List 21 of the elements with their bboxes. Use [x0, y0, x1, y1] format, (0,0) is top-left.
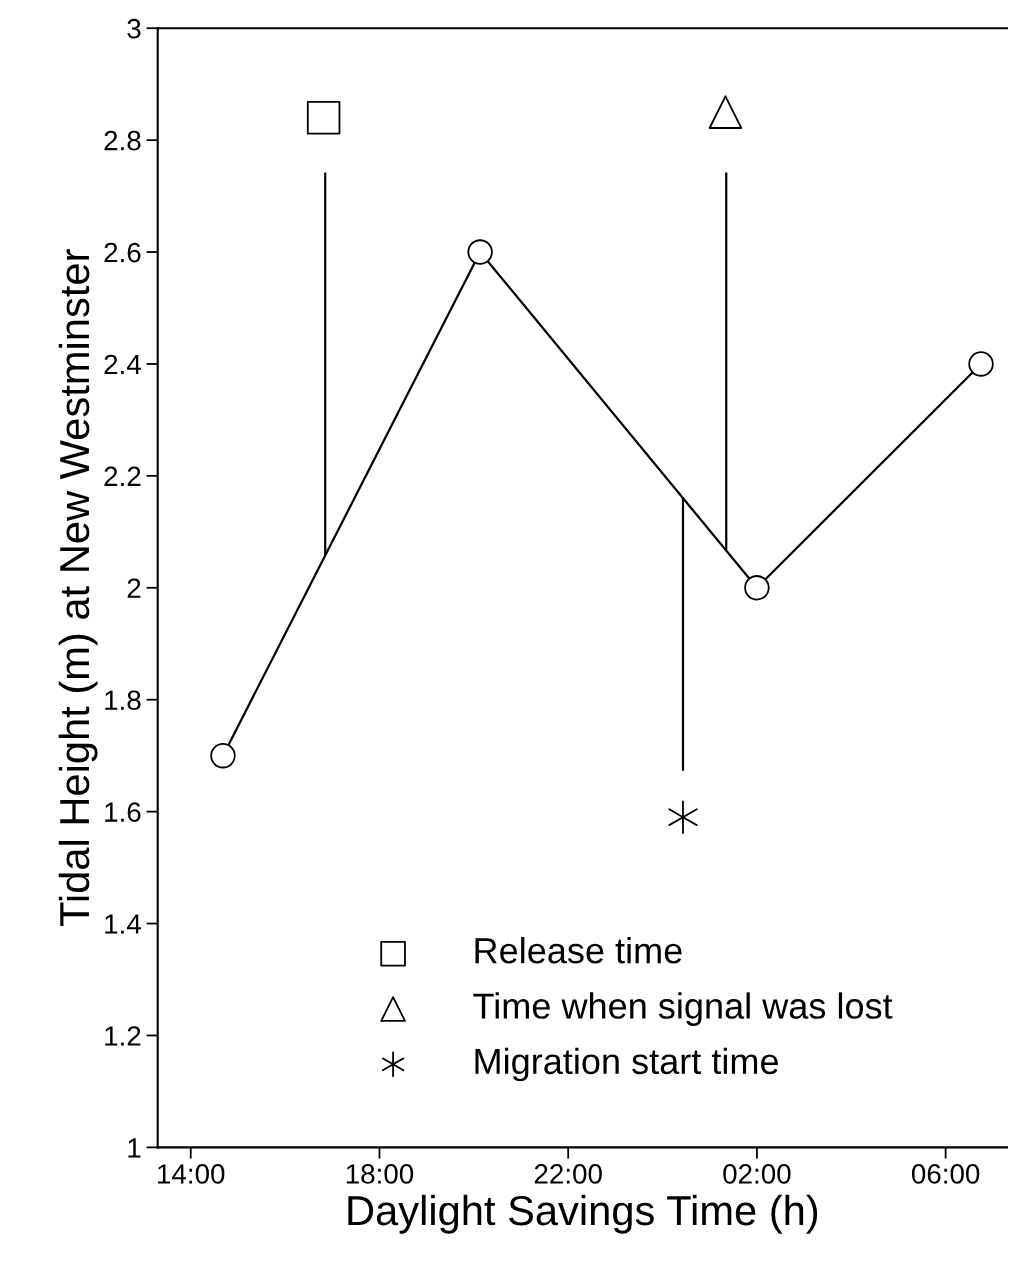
y-tick-label: 1 [128, 1138, 141, 1158]
y-tick-label: 3 [127, 18, 141, 39]
y-tick-label: 2.8 [104, 130, 141, 151]
y-tick-label: 1.4 [105, 914, 141, 934]
y-tick-label: 1.8 [105, 690, 141, 711]
x-axis-title: Daylight Savings Time (h) [348, 1194, 818, 1234]
y-tick-label: 2 [127, 578, 141, 598]
x-tick-label: 14:00 [158, 1164, 225, 1184]
legend-label: Time when signal was lost [473, 992, 893, 1026]
y-tick-label: 2.2 [104, 466, 141, 486]
y-tick-label: 1.2 [105, 1026, 141, 1046]
x-tick-label: 22:00 [534, 1164, 602, 1184]
x-tick-label: 06:00 [911, 1164, 980, 1184]
y-tick-label: 1.6 [105, 802, 141, 822]
x-tick-label: 02:00 [723, 1164, 791, 1184]
legend-label: Migration start time [475, 1047, 778, 1082]
x-tick-label: 18:00 [346, 1164, 414, 1184]
y-tick-label: 2.4 [104, 354, 141, 375]
y-axis-title: Tidal Height (m) at New Westminster [58, 249, 98, 927]
y-tick-label: 2.6 [104, 242, 141, 263]
legend-label: Release time [475, 936, 682, 964]
